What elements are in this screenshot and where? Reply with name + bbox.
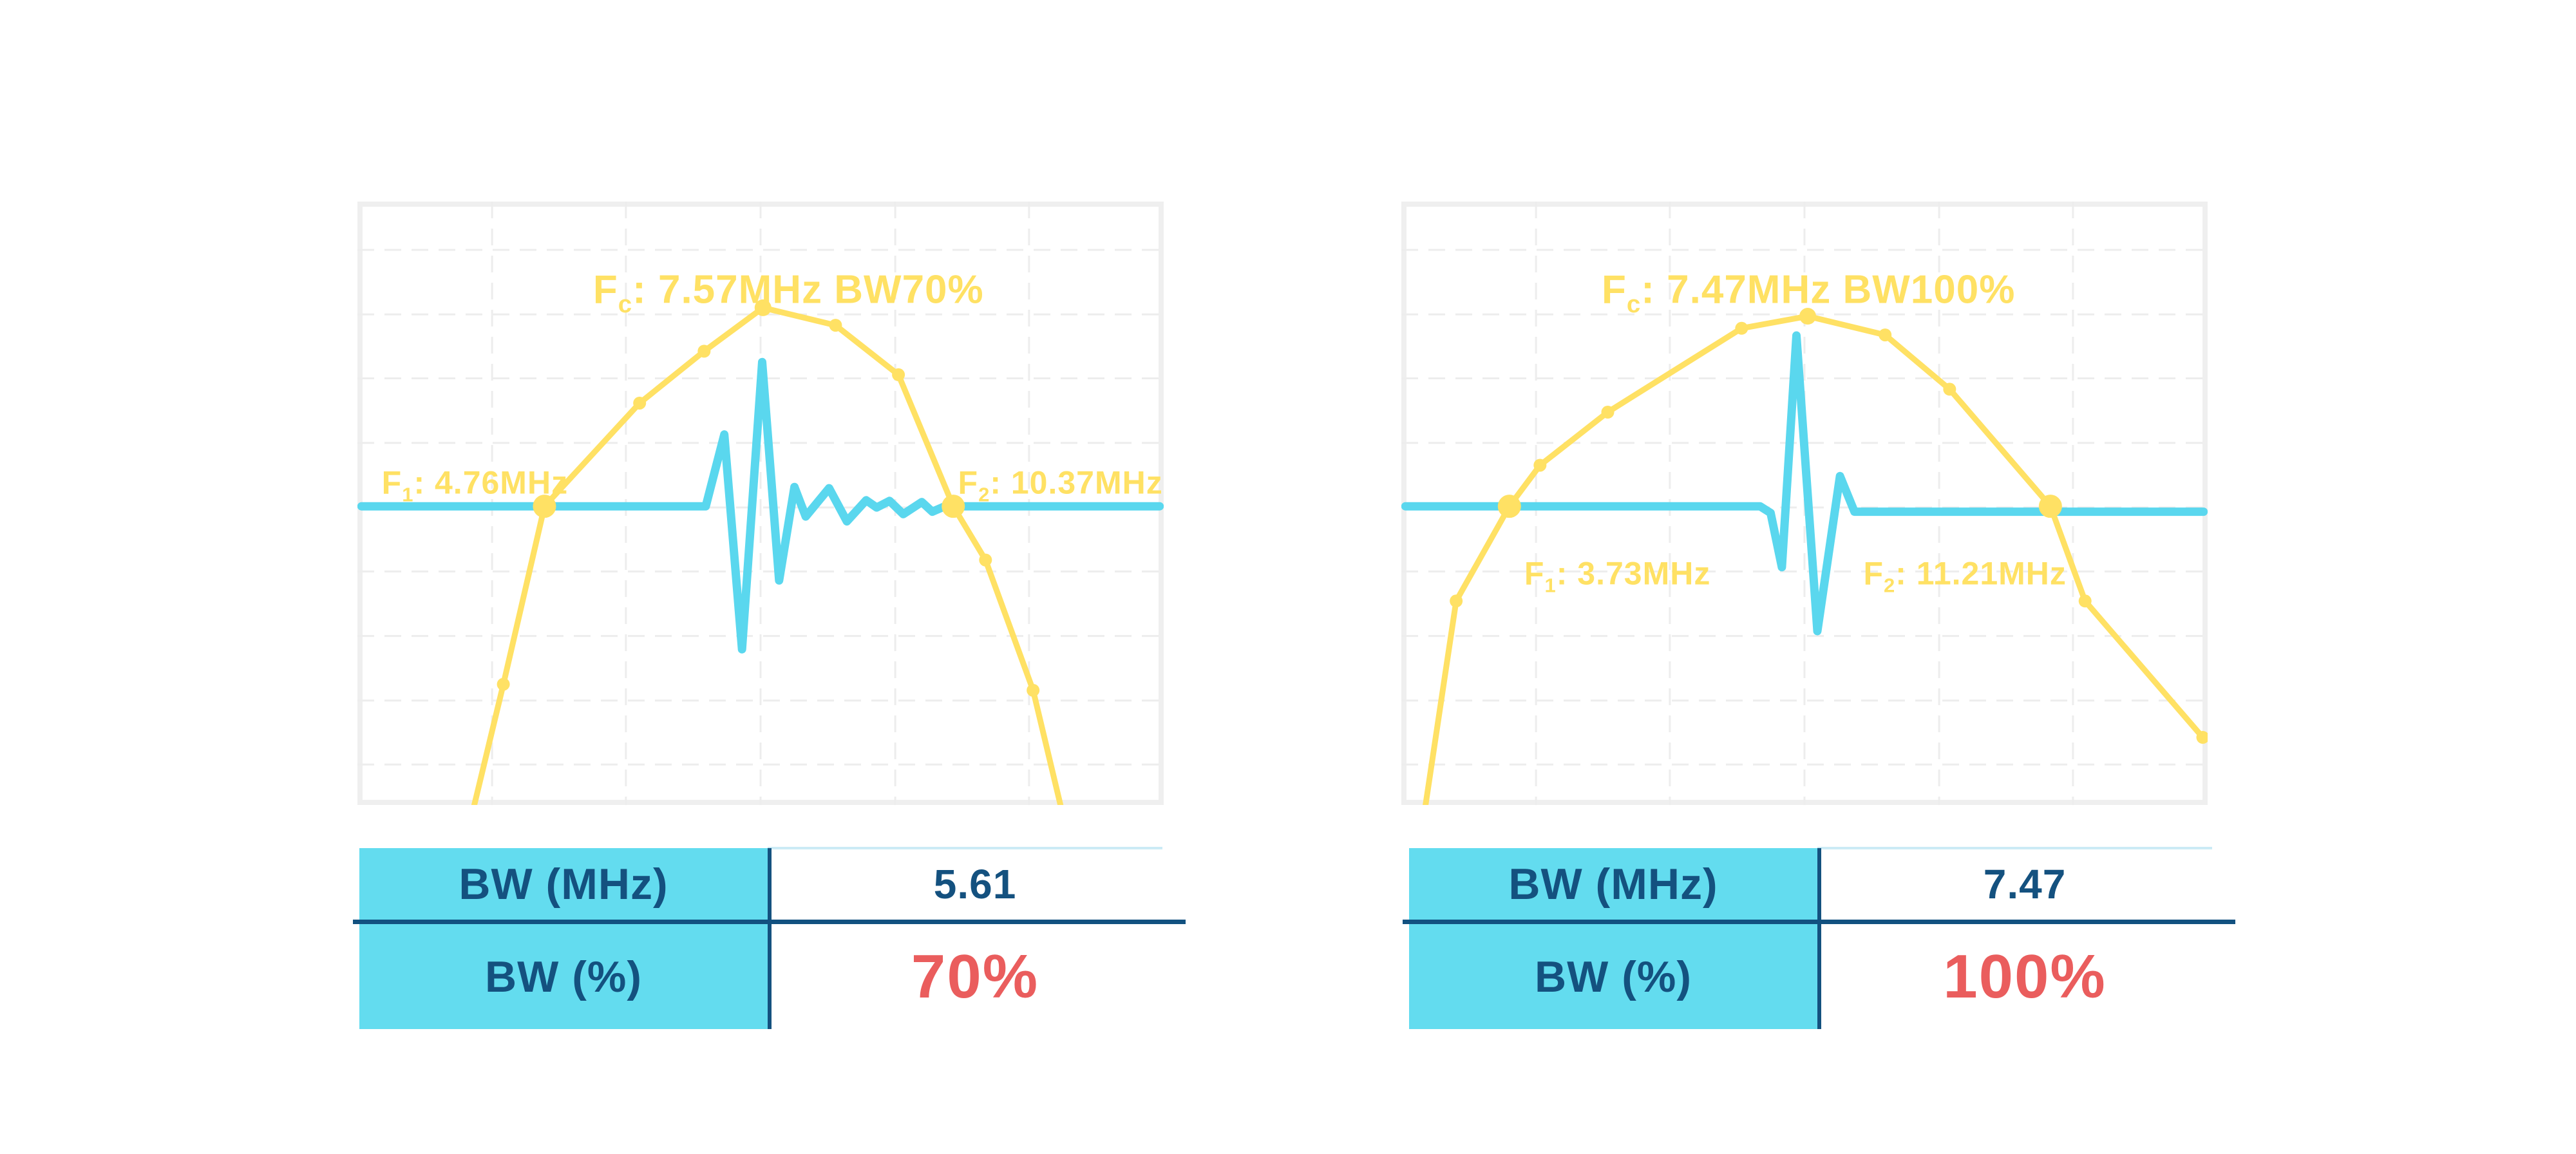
table-top-rule [768, 847, 1162, 849]
bw-percent-value: 70% [911, 941, 1039, 1011]
bw-mhz-label: BW (MHz) [459, 859, 668, 909]
f1-value-text: : 3.73MHz [1556, 555, 1711, 592]
f2-symbol: F [1863, 555, 1884, 592]
fc-symbol: F [592, 267, 618, 312]
f2-annotation: F2: 10.37MHz [958, 466, 1163, 504]
bw-percent-label: BW (%) [1535, 952, 1692, 1001]
f2-value-text: : 11.21MHz [1895, 555, 2067, 592]
spectrum-panel-right: Fc: 7.47MHz BW100% F1: 3.73MHz F2: 11.21… [1401, 202, 2208, 805]
f1-symbol: F [381, 464, 402, 501]
table-top-rule [1817, 847, 2212, 849]
f2-value-text: : 10.37MHz [990, 464, 1163, 501]
f2-subscript: 2 [1884, 574, 1896, 597]
fc-subscript: c [618, 290, 633, 319]
f1-annotation: F1: 3.73MHz [1524, 557, 1710, 595]
f2-annotation: F2: 11.21MHz [1863, 557, 2066, 595]
bw-mhz-value: 5.61 [933, 860, 1017, 907]
f2-subscript: 2 [978, 483, 990, 506]
fc-subscript: c [1626, 290, 1642, 319]
spectrum-chart-left [357, 202, 1164, 805]
spectrum-panel-left: Fc: 7.57MHz BW70% F1: 4.76MHz F2: 10.37M… [357, 202, 1164, 805]
fc-value-text: : 7.47MHz BW100% [1641, 267, 2016, 312]
center-frequency-annotation: Fc: 7.57MHz BW70% [593, 270, 984, 317]
bandwidth-table-left: BW (MHz) 5.61 BW (%) 70% [353, 847, 1186, 1030]
center-frequency-annotation: Fc: 7.47MHz BW100% [1602, 270, 2015, 317]
bandwidth-table-right: BW (MHz) 7.47 BW (%) 100% [1403, 847, 2235, 1030]
bw-percent-value: 100% [1943, 941, 2107, 1011]
table-header-column [1409, 848, 1817, 1029]
table-column-divider [1817, 848, 1821, 1029]
f1-value-text: : 4.76MHz [413, 464, 569, 501]
bw-mhz-label: BW (MHz) [1508, 859, 1718, 909]
table-row-divider [353, 920, 1186, 924]
bw-mhz-value: 7.47 [1983, 860, 2067, 907]
f1-symbol: F [1524, 555, 1545, 592]
bw-percent-label: BW (%) [485, 952, 642, 1001]
table-row-divider [1403, 920, 2235, 924]
f1-subscript: 1 [1544, 574, 1557, 597]
table-header-column [359, 848, 768, 1029]
fc-value-text: : 7.57MHz BW70% [632, 267, 984, 312]
spectrum-chart-right [1401, 202, 2208, 805]
f2-symbol: F [958, 464, 979, 501]
f1-annotation: F1: 4.76MHz [382, 466, 568, 504]
table-column-divider [768, 848, 772, 1029]
f1-subscript: 1 [402, 483, 414, 506]
fc-symbol: F [1602, 267, 1627, 312]
